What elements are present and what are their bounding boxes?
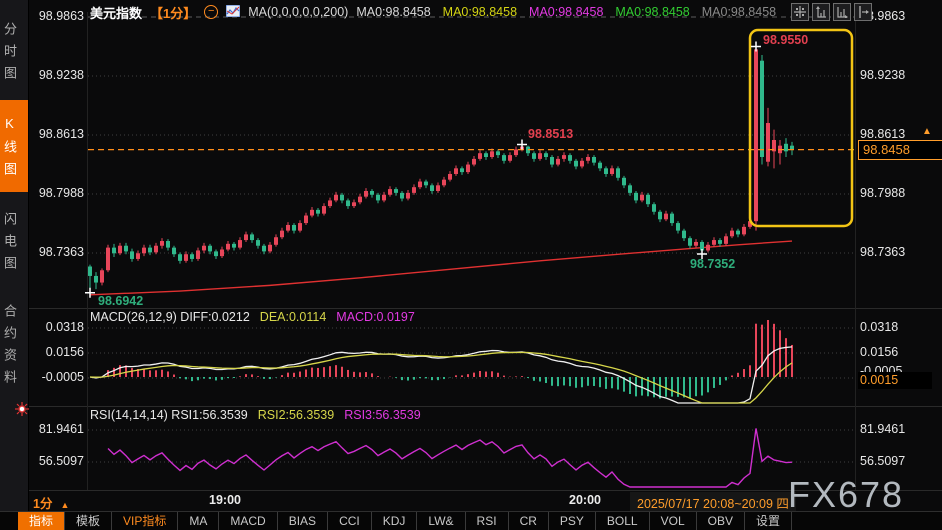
- high-label-2: 98.9550: [763, 32, 809, 47]
- tab-template[interactable]: 模板: [65, 512, 113, 530]
- tab-vip-indicator[interactable]: VIP指标: [112, 512, 179, 530]
- chart-thumbnail-icon: [225, 4, 241, 20]
- high-label-1: 98.8513: [528, 127, 574, 142]
- macd-axis-label: 0.0156: [45, 345, 84, 359]
- rsi1-value: RSI(14,14,14) RSI1:56.3539: [90, 408, 248, 422]
- collapse-icon[interactable]: −: [204, 5, 219, 19]
- hot-indicator-icon: [15, 402, 29, 421]
- datetime-range-label: 2025/07/17 20:08~20:09 四: [630, 492, 796, 513]
- ma-values-group: MA0:98.8458 MA0:98.8458 MA0:98.8458 MA0:98.…: [356, 5, 776, 19]
- chart-tool-icons: [791, 3, 872, 21]
- indicator-toolbar: 指标 模板 VIP指标 MA MACD BIAS CCI KDJ LW& RSI CR PSY BOLL…: [0, 511, 942, 530]
- time-label-20: 20:00: [569, 493, 601, 507]
- ma-value-1: MA0:98.8458: [442, 5, 518, 19]
- sidebar-item-contract-info[interactable]: 合约资料: [2, 303, 17, 392]
- price-axis-label: 98.7363: [38, 245, 84, 259]
- rsi-header: RSI(14,14,14) RSI1:56.3539 RSI2:56.3539 RS…: [90, 408, 421, 422]
- macd-axis-label: 0.0318: [45, 320, 84, 334]
- rsi-axis-label: 81.9461: [860, 422, 906, 436]
- time-label-19: 19:00: [209, 493, 241, 507]
- price-axis-label: 98.7363: [860, 245, 906, 259]
- symbol-title: 美元指数: [90, 5, 143, 21]
- macd-header: MACD(26,12,9) DIFF:0.0212 DEA:0.0114 MACD:…: [90, 310, 415, 324]
- rsi-axis-label: 56.5097: [860, 454, 906, 468]
- y-axis-zoom-icon[interactable]: [812, 3, 830, 21]
- tab-bias[interactable]: BIAS: [278, 512, 329, 530]
- current-price-tag: 98.8458: [858, 140, 942, 160]
- rsi2-value: RSI2:56.3539: [257, 408, 335, 422]
- ma-settings-label: MA(0,0,0,0,0,200): [248, 5, 349, 19]
- chart-header: 美元指数 【1分】 − MA(0,0,0,0,0,200) MA0:98.845…: [90, 3, 776, 21]
- price-axis-label: 98.9238: [38, 68, 84, 82]
- period-dropdown-arrow-icon: ▲: [60, 500, 70, 510]
- ma-value-2: MA0:98.8458: [529, 5, 604, 19]
- pan-right-icon[interactable]: [854, 3, 872, 21]
- macd-axis-label: 0.0318: [860, 320, 899, 334]
- sidebar-item-kline-chart[interactable]: K线图: [0, 100, 28, 192]
- tab-psy[interactable]: PSY: [549, 512, 596, 530]
- ma-value-0: MA0:98.8458: [356, 5, 431, 19]
- low-label-1: 98.6942: [98, 293, 144, 308]
- price-axis-label: 98.9863: [38, 9, 84, 23]
- cross-marker: [751, 41, 761, 52]
- sidebar-item-time-chart[interactable]: 分时图: [2, 21, 17, 88]
- tab-rsi[interactable]: RSI: [466, 512, 509, 530]
- tab-cci[interactable]: CCI: [328, 512, 372, 530]
- tab-macd[interactable]: MACD: [219, 512, 278, 530]
- price-axis-label: 98.8613: [860, 127, 906, 141]
- price-up-arrow-icon: ▲: [922, 126, 932, 137]
- tab-obv[interactable]: OBV: [697, 512, 745, 530]
- macd-macd-value: MACD:0.0197: [336, 310, 415, 324]
- ma-value-3: MA0:98.8458: [615, 5, 690, 19]
- sidebar-item-flash-chart[interactable]: 闪电图: [2, 211, 17, 278]
- low-label-2: 98.7352: [690, 257, 736, 272]
- price-axis-label: 98.8613: [38, 127, 84, 141]
- price-axis-label: 98.7988: [860, 186, 906, 200]
- tab-cr[interactable]: CR: [509, 512, 549, 530]
- crosshair-tool-icon[interactable]: [791, 3, 809, 21]
- macd-diff-value: MACD(26,12,9) DIFF:0.0212: [90, 310, 250, 324]
- price-axis-label: 98.9238: [860, 68, 906, 82]
- period-text: 1分: [33, 497, 53, 511]
- left-sidebar: 分时图 K线图闪电图合约资料: [0, 0, 29, 511]
- price-axis-label: 98.7988: [38, 186, 84, 200]
- macd-axis-label: 0.0156: [860, 345, 899, 359]
- cross-marker: [697, 249, 707, 260]
- tab-settings[interactable]: 设置: [745, 512, 792, 530]
- tab-vol[interactable]: VOL: [650, 512, 697, 530]
- candlestick-layer: [88, 46, 794, 293]
- macd-current-tag: 0.0015: [858, 372, 932, 389]
- highlight-box: [748, 28, 854, 228]
- macd-dea-value: DEA:0.0114: [259, 310, 327, 324]
- tab-boll[interactable]: BOLL: [596, 512, 650, 530]
- ma-value-4: MA0:98.8458: [701, 5, 777, 19]
- tab-indicator[interactable]: 指标: [18, 512, 66, 530]
- cross-marker: [517, 139, 527, 150]
- rsi3-value: RSI3:56.3539: [344, 408, 421, 422]
- rsi-axis-label: 56.5097: [38, 454, 84, 468]
- tab-ma[interactable]: MA: [178, 512, 220, 530]
- rsi-axis-label: 81.9461: [38, 422, 84, 436]
- period-quick-label[interactable]: 1分 ▲: [33, 493, 69, 512]
- cross-marker: [85, 287, 95, 298]
- macd-axis-label: -0.0005: [41, 370, 84, 384]
- tab-lw[interactable]: LW&: [417, 512, 466, 530]
- interval-label[interactable]: 【1分】: [150, 5, 197, 21]
- tab-kdj[interactable]: KDJ: [372, 512, 418, 530]
- fx678-watermark: FX678: [788, 474, 905, 515]
- x-axis-zoom-icon[interactable]: [833, 3, 851, 21]
